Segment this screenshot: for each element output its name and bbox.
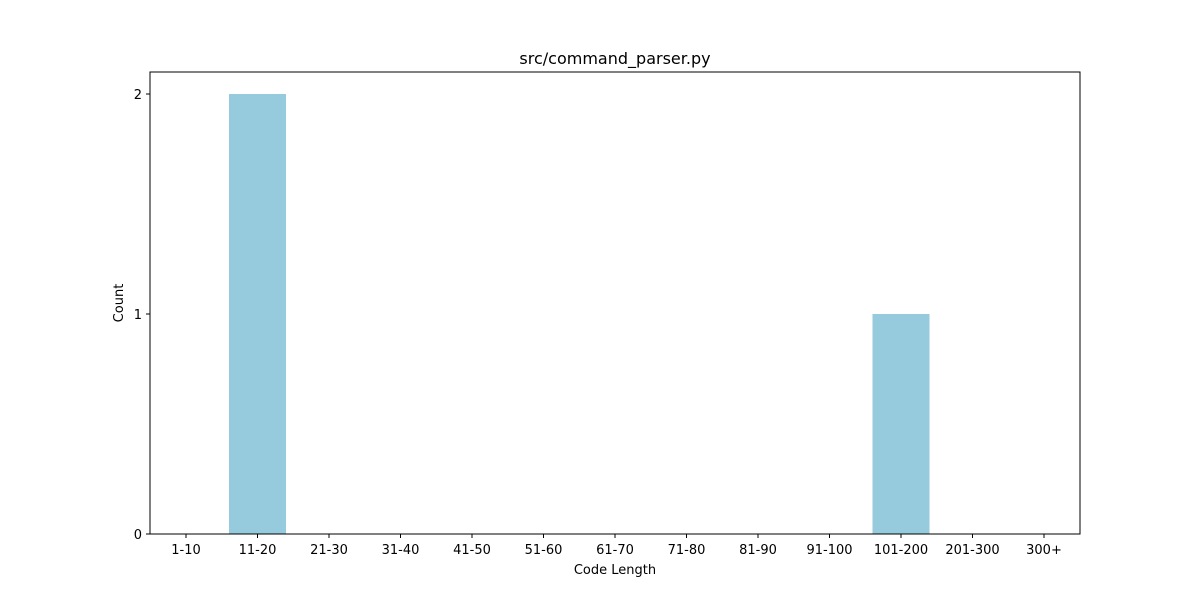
x-tick-label: 41-50 — [453, 543, 491, 558]
plot-frame — [149, 71, 1081, 535]
y-axis-title: Count — [112, 284, 127, 323]
x-tick-label: 300+ — [1026, 543, 1062, 558]
bar-11-20 — [229, 94, 286, 534]
x-tick-label: 201-300 — [945, 543, 999, 558]
x-tick-label: 81-90 — [739, 543, 777, 558]
x-tick-label: 31-40 — [382, 543, 420, 558]
bar-101-200 — [872, 314, 930, 534]
ticks-layer: 1-10 11-20 21-30 31-40 41-50 51-60 61-70 71-80 8… — [134, 88, 1062, 558]
x-axis-title: Code Length — [574, 563, 656, 578]
chart-title: src/command_parser.py — [519, 49, 710, 69]
y-tick-label: 1 — [134, 308, 142, 323]
x-tick-label: 91-100 — [806, 543, 852, 558]
x-tick-label: 61-70 — [596, 543, 634, 558]
x-tick-label: 101-200 — [874, 543, 928, 558]
x-tick-label: 11-20 — [239, 543, 277, 558]
x-tick-label: 21-30 — [310, 543, 348, 558]
x-tick-label: 71-80 — [668, 543, 706, 558]
bars-layer — [229, 94, 930, 534]
x-tick-label: 1-10 — [171, 543, 201, 558]
y-tick-label: 2 — [134, 88, 142, 103]
x-tick-label: 51-60 — [525, 543, 563, 558]
y-tick-label: 0 — [134, 528, 142, 543]
